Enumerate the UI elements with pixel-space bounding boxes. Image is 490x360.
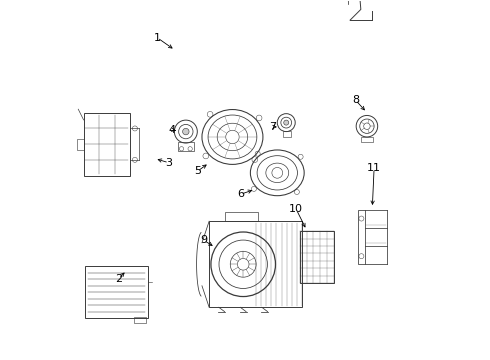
Text: 8: 8 (352, 95, 359, 105)
Text: 6: 6 (237, 189, 244, 199)
Text: 7: 7 (269, 122, 276, 132)
Bar (300, 231, 334, 283)
Circle shape (183, 129, 189, 135)
Bar (178, 142, 194, 151)
Circle shape (284, 120, 289, 125)
Text: 11: 11 (367, 163, 381, 173)
Bar (84, 113, 130, 176)
Text: 4: 4 (169, 125, 176, 135)
Text: 2: 2 (115, 274, 122, 284)
Bar (85, 266, 148, 318)
Text: 5: 5 (194, 166, 201, 176)
Text: 10: 10 (289, 204, 303, 215)
Bar (77, 139, 84, 149)
Text: 1: 1 (154, 33, 161, 42)
Bar (361, 137, 373, 142)
Bar (134, 317, 147, 323)
Text: 9: 9 (200, 235, 207, 245)
Bar (209, 221, 302, 307)
Text: 3: 3 (166, 158, 172, 168)
Bar (283, 131, 291, 137)
Bar (225, 212, 258, 221)
Bar (358, 211, 365, 264)
